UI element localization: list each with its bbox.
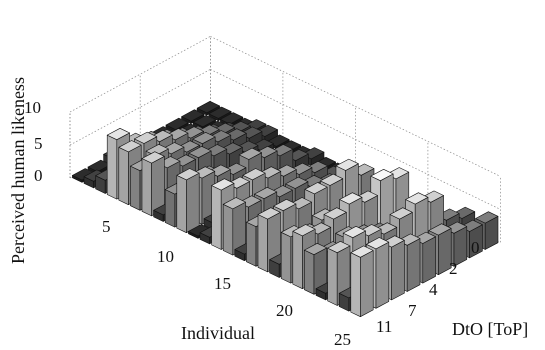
bar-side-face [186,172,200,233]
bar [208,106,232,121]
bar-front-face [211,185,222,250]
y-tick-label: 0 [471,238,480,257]
bar-front-face [304,249,315,295]
bar-top-face [141,151,165,164]
bar-top-face [320,173,344,186]
bar-top-face [370,169,394,181]
x-tick-label: 10 [157,247,174,266]
x-tick-label: 15 [214,274,231,293]
x-tick-label: 25 [334,330,351,349]
bar-top-face [254,187,278,199]
bar-top-face [208,106,232,119]
bar-top-face [211,178,235,191]
y-tick-label: 7 [408,301,417,320]
y-axis-label: DtO [ToP] [452,319,528,339]
z-axis-label: Perceived human likeness [8,77,28,264]
bar-top-face [475,211,499,224]
chart-bars [72,101,499,318]
x-tick-label: 5 [102,217,111,236]
z-axis: 10 5 0 Perceived human likeness [8,77,43,264]
x-tick-label: 20 [276,301,293,320]
bar [222,197,246,256]
bar-top-face [238,147,262,160]
bar-top-face [405,192,429,205]
bar-top-face [192,132,216,144]
bar-front-face [257,214,268,273]
bar-side-face [391,240,405,301]
bar-front-face [176,175,187,233]
bar-top-face [335,158,359,171]
bar-top-face [339,192,363,205]
x-axis: 5 10 15 20 25 Individual [102,217,351,349]
bar-top-face [165,117,189,130]
bar-top-face [342,226,366,238]
bar-top-face [242,168,266,181]
bar-top-face [106,128,130,140]
bar-top-face [285,176,309,189]
bar-top-face [366,237,390,250]
bar-front-face [130,165,141,211]
bar-front-face [280,232,292,284]
bar-top-face [273,199,297,211]
y-tick-label: 2 [449,259,458,278]
bar-top-face [292,224,316,237]
bar-front-face [106,134,118,200]
z-tick-label: 10 [24,98,41,117]
bar-side-face [360,250,374,318]
bar-front-face [246,221,257,267]
bar-top-face [192,115,216,128]
bar-top-face [222,197,246,210]
bar-top-face [323,207,347,220]
z-tick-label: 5 [34,134,43,153]
bar-front-face [141,158,152,217]
y-tick-label: 11 [376,317,392,336]
bar-top-face [389,207,413,220]
bar-front-face [164,189,176,228]
bar-front-face [118,147,129,205]
bar [176,168,200,233]
bar-top-face [181,109,205,122]
bar-top-face [304,243,328,255]
bar [327,241,351,306]
bar-front-face [350,252,361,318]
z-tick-label: 0 [34,166,43,185]
bar-front-face [292,231,303,290]
bar-top-face [220,112,244,125]
bar-top-face [134,131,158,144]
y-tick-label: 4 [429,280,438,299]
grid-line [210,36,501,177]
bar-top-face [350,245,374,258]
x-axis-label: Individual [181,323,255,343]
bar-side-face [375,241,390,309]
bar-top-face [428,223,452,236]
bar-top-face [118,140,142,153]
bar-top-face [196,101,220,114]
bar-top-face [188,146,212,158]
bar-top-face [304,182,328,195]
bar [141,151,165,217]
bar-top-face [176,168,200,181]
bar-top-face [257,207,281,220]
bar-side-face [406,238,421,292]
y-axis: 0 2 4 7 11 DtO [ToP] [376,238,528,339]
bar [304,243,328,295]
bar-top-face [327,241,351,253]
bar-side-face [422,236,436,284]
bar-front-face [327,247,338,306]
bar-front-face [222,204,234,256]
bar [350,245,374,318]
